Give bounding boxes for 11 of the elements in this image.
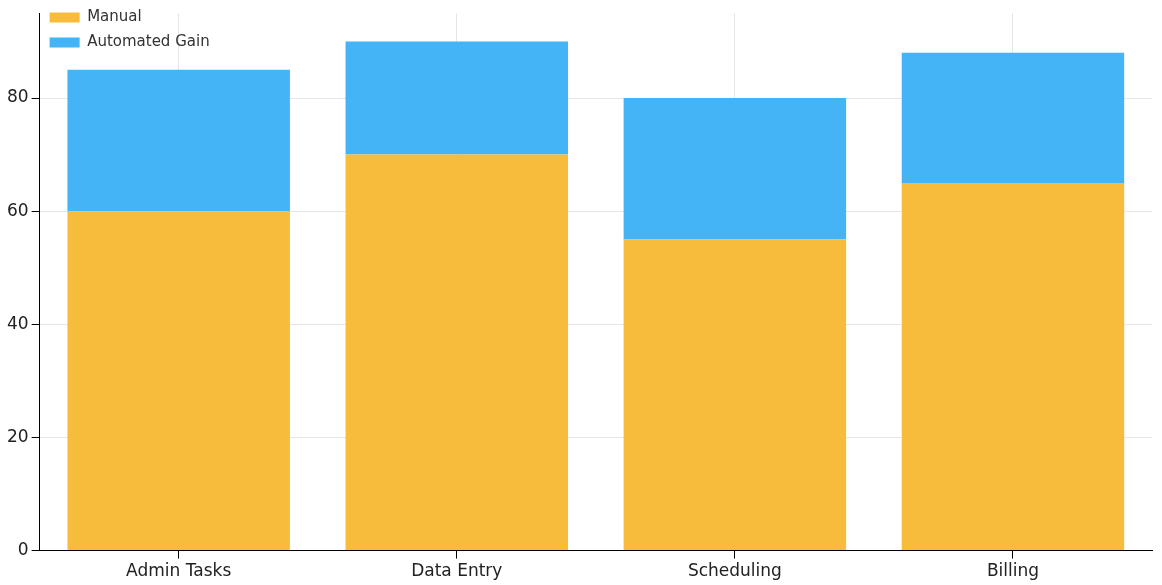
legend-label: Manual xyxy=(87,7,142,26)
x-tick-label: Billing xyxy=(986,560,1040,581)
x-tick-label: Admin Tasks xyxy=(126,560,232,581)
x-tick-label: Scheduling xyxy=(687,560,782,581)
y-tick-label: 40 xyxy=(6,312,29,333)
x-tick-label: Data Entry xyxy=(411,560,503,581)
y-tick-label: 0 xyxy=(17,539,29,560)
legend-label: Automated Gain xyxy=(87,32,210,51)
y-tick-label: 20 xyxy=(6,425,29,446)
y-tick-label: 60 xyxy=(6,199,29,220)
y-tick-label: 80 xyxy=(6,86,29,107)
